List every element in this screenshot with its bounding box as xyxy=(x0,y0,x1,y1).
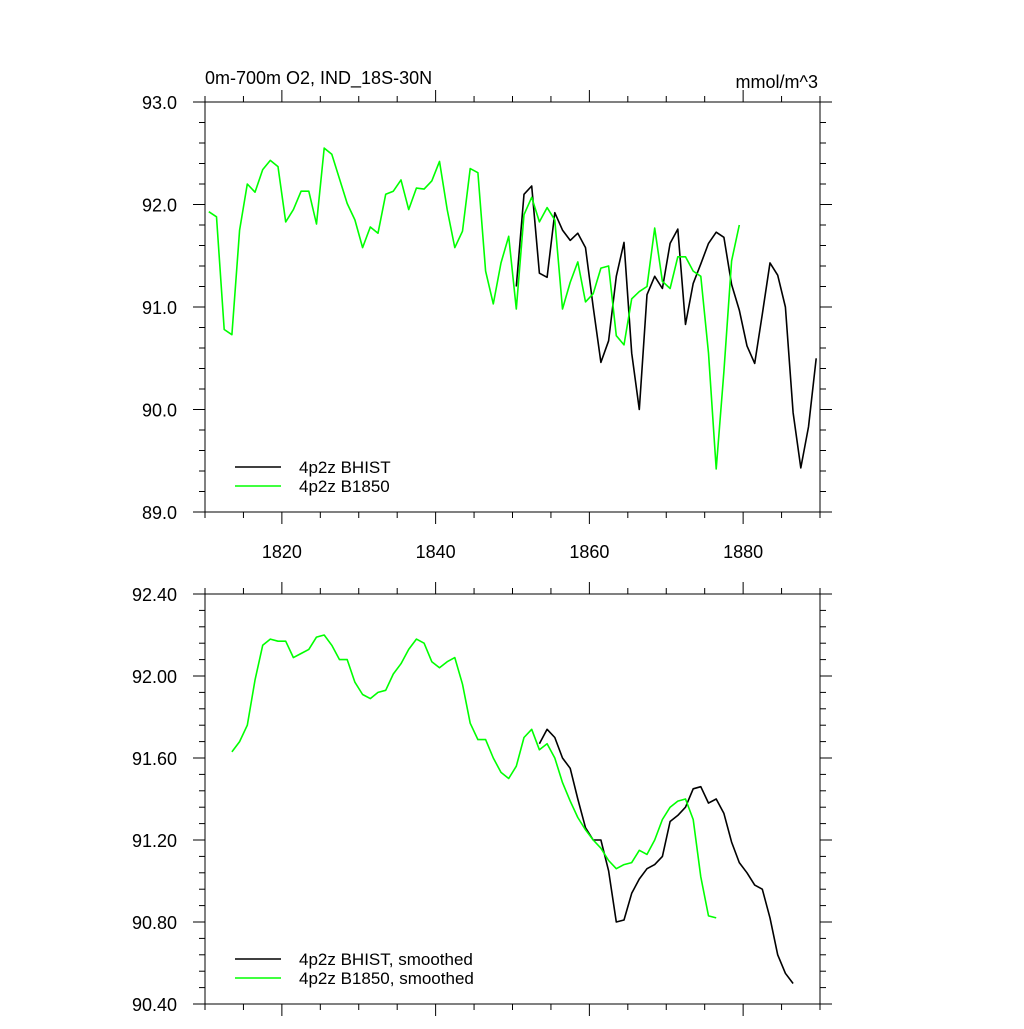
y-tick-label: 92.0 xyxy=(142,196,177,216)
plot-panel-2: 90.40 90.80 91.20 91.60 92.00 92.40 4p2z BHIST… xyxy=(132,582,832,1016)
x-tick-label: 1860 xyxy=(569,542,609,562)
y-tick-label: 92.40 xyxy=(132,585,177,605)
y-tick-label: 93.0 xyxy=(142,93,177,113)
chart-title: 0m-700m O2, IND_18S-30N xyxy=(205,68,432,89)
series-line-1 xyxy=(538,728,794,984)
x-tick-label: 1820 xyxy=(262,542,302,562)
y-tick-label: 92.00 xyxy=(132,667,177,687)
y-tick-label: 90.0 xyxy=(142,401,177,421)
y-tick-label: 89.0 xyxy=(142,503,177,523)
legend-label-1: 4p2z BHIST xyxy=(299,458,391,477)
x-tick-label: 1880 xyxy=(723,542,763,562)
plot-panel-1: 1820 1840 1860 1880 89.0 90.0 91.0 92.0 93.0 4p2z… xyxy=(142,90,832,562)
y-tick-label: 91.0 xyxy=(142,298,177,318)
series-line-2 xyxy=(231,634,717,919)
series-line-2 xyxy=(208,147,741,470)
y-tick-label: 90.80 xyxy=(132,913,177,933)
y-tick-label: 91.20 xyxy=(132,831,177,851)
units-label: mmol/m^3 xyxy=(736,72,818,92)
y-tick-label: 90.40 xyxy=(132,995,177,1015)
legend-label-1: 4p2z BHIST, smoothed xyxy=(299,950,473,969)
legend-label-2: 4p2z B1850, smoothed xyxy=(299,969,474,988)
x-tick-label: 1840 xyxy=(416,542,456,562)
series-line-1 xyxy=(515,185,817,469)
legend-label-2: 4p2z B1850 xyxy=(299,477,390,496)
y-tick-label: 91.60 xyxy=(132,749,177,769)
